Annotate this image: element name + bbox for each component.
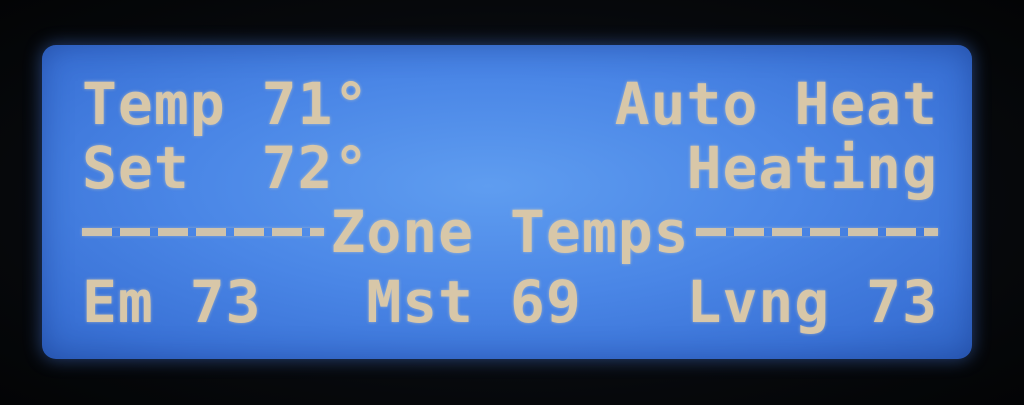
zone-value: 69: [510, 268, 582, 336]
set-value: 72°: [261, 134, 370, 202]
zone-name: Mst: [366, 268, 475, 336]
zone-lvng: Lvng 73: [687, 267, 938, 337]
zone-value: 73: [866, 268, 938, 336]
temperature-row: Temp 71° Auto Heat: [82, 69, 938, 139]
zone-em: Em 73: [82, 267, 262, 337]
mode-text: Auto Heat: [614, 70, 938, 138]
temp-value: 71°: [261, 70, 370, 138]
current-temp: Temp 71°: [82, 69, 369, 139]
status-text: Heating: [686, 134, 938, 202]
divider-line-right: [695, 228, 939, 236]
setpoint: Set 72°: [82, 133, 369, 203]
zone-divider-row: Zone Temps: [82, 197, 939, 267]
zone-temps-row: Em 73 Mst 69 Lvng 73: [82, 267, 938, 337]
zone-header: Zone Temps: [330, 198, 690, 266]
zone-value: 73: [189, 268, 262, 336]
zone-name: Lvng: [686, 268, 831, 336]
setpoint-row: Set 72° Heating: [82, 133, 938, 203]
divider-line-left: [82, 228, 325, 236]
set-label: Set: [82, 134, 190, 202]
lcd-screen: Temp 71° Auto Heat Set 72° Heating Zone …: [42, 45, 972, 359]
temp-label: Temp: [82, 70, 226, 138]
zone-name: Em: [82, 268, 154, 336]
zone-mst: Mst 69: [366, 267, 582, 337]
